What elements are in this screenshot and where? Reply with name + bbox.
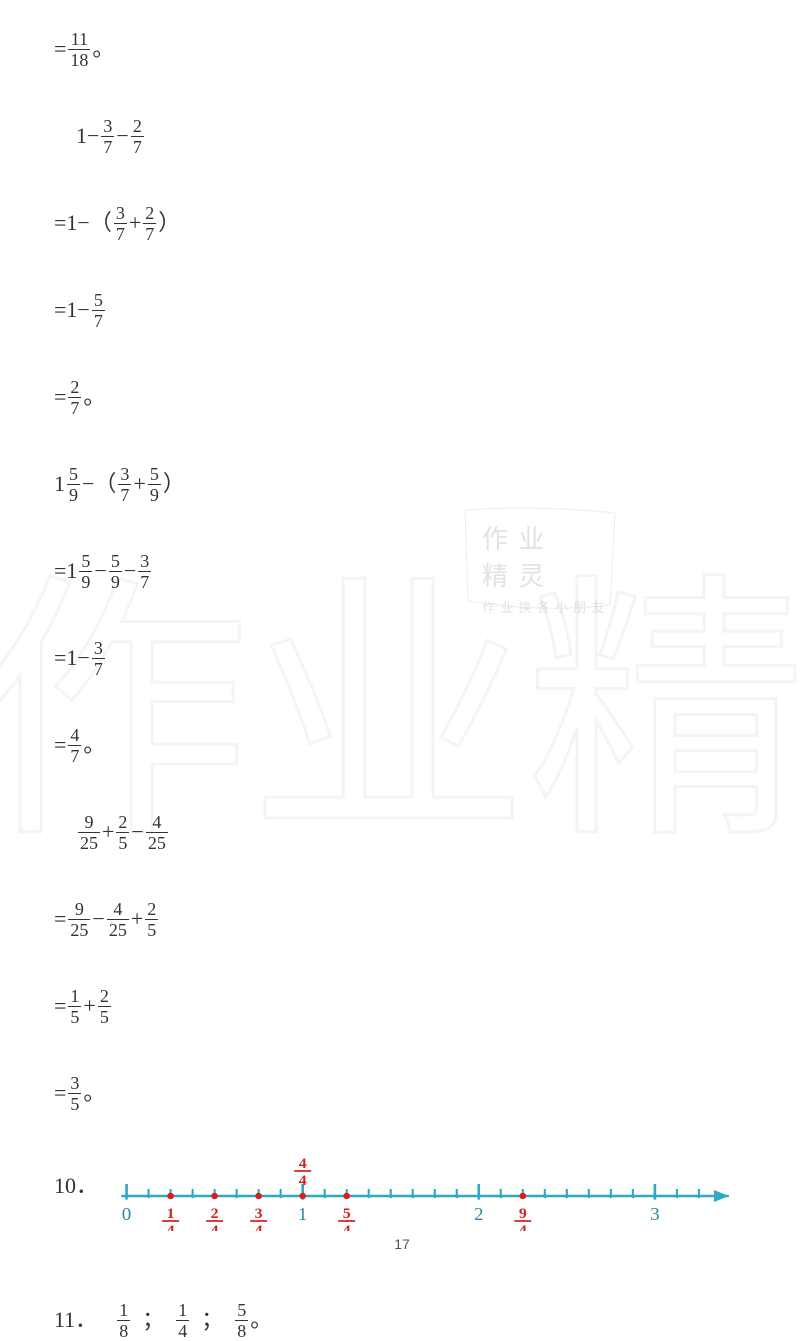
line-5: = 27 。 <box>54 378 750 417</box>
q11-number: 11． <box>54 1307 97 1333</box>
l6-a: −（ <box>82 471 116 497</box>
q11-row: 11． 18 ； 14 ； 58 。 <box>54 1301 750 1340</box>
frac-3-7e: 37 <box>92 639 105 678</box>
l11-a: − <box>92 906 104 932</box>
l4-pre: =1− <box>54 297 90 323</box>
l11-pre: = <box>54 906 66 932</box>
frac-3-7a: 37 <box>101 117 114 156</box>
line-8: =1− 37 <box>54 639 750 678</box>
frac-5-9b: 59 <box>148 465 161 504</box>
line-13: = 35 。 <box>54 1074 750 1113</box>
l2-mid: − <box>116 123 128 149</box>
number-line-svg: 0123142434445494 <box>116 1141 750 1231</box>
frac-3-7c: 37 <box>118 465 131 504</box>
l3-mid: + <box>129 210 141 236</box>
q10-row: 10． 0123142434445494 <box>54 1141 750 1231</box>
svg-text:1: 1 <box>298 1205 308 1224</box>
l1-eq: = <box>54 36 66 62</box>
line-2: 1− 37 − 27 <box>54 117 750 156</box>
frac-2-5b: 25 <box>145 900 158 939</box>
l13-pre: = <box>54 1080 66 1106</box>
l13-post: 。 <box>83 1080 105 1106</box>
l6-b: + <box>133 471 145 497</box>
line-4: =1− 57 <box>54 291 750 330</box>
l8-pre: =1− <box>54 645 90 671</box>
frac-4-25b: 425 <box>107 900 129 939</box>
line-12: = 15 + 25 <box>54 987 750 1026</box>
q11-end: 。 <box>250 1307 272 1333</box>
frac-4-25a: 425 <box>146 813 168 852</box>
line-7: =1 59 − 59 − 37 <box>54 552 750 591</box>
frac-3-7d: 37 <box>138 552 151 591</box>
frac-3-7b: 37 <box>114 204 127 243</box>
l11-b: + <box>131 906 143 932</box>
svg-text:4: 4 <box>299 1172 307 1189</box>
line-11: = 925 − 425 + 25 <box>54 900 750 939</box>
frac-11-18: 11 18 <box>68 30 90 69</box>
frac-11-18-num: 11 <box>68 30 90 50</box>
l7-a: − <box>94 558 106 584</box>
svg-text:3: 3 <box>255 1205 263 1222</box>
l3-post: ） <box>158 210 180 236</box>
frac-5-9a: 59 <box>67 465 80 504</box>
l12-a: + <box>83 993 95 1019</box>
svg-text:4: 4 <box>519 1222 527 1231</box>
line-6: 1 59 −（ 37 + 59 ） <box>54 465 750 504</box>
frac-3-5: 35 <box>68 1074 81 1113</box>
svg-text:2: 2 <box>474 1205 484 1224</box>
svg-text:0: 0 <box>122 1205 132 1224</box>
frac-5-9c: 59 <box>79 552 92 591</box>
frac-9-25a: 925 <box>78 813 100 852</box>
svg-text:4: 4 <box>299 1155 307 1172</box>
q10-number: 10． <box>54 1173 98 1199</box>
l9-pre: = <box>54 732 66 758</box>
svg-text:1: 1 <box>167 1205 175 1222</box>
l9-post: 。 <box>83 732 105 758</box>
q11-sep2: ； <box>201 1307 223 1333</box>
l7-pre: =1 <box>54 558 77 584</box>
frac-2-7a: 27 <box>131 117 144 156</box>
line-3: =1−（ 37 + 27 ） <box>54 204 750 243</box>
frac-2-5c: 25 <box>98 987 111 1026</box>
q11-sep1: ； <box>142 1307 164 1333</box>
frac-1-5: 15 <box>68 987 81 1026</box>
frac-5-7: 57 <box>92 291 105 330</box>
l5-pre: = <box>54 384 66 410</box>
svg-text:4: 4 <box>211 1222 219 1231</box>
svg-text:3: 3 <box>650 1205 660 1224</box>
line-9: = 47 。 <box>54 726 750 765</box>
svg-text:2: 2 <box>211 1205 219 1222</box>
q11-f2: 14 <box>176 1301 189 1340</box>
number-line-container: 0123142434445494 <box>116 1141 750 1231</box>
l6-pre: 1 <box>54 471 65 497</box>
frac-2-5a: 25 <box>116 813 129 852</box>
line-10: 925 + 25 − 425 <box>54 813 750 852</box>
frac-4-7: 47 <box>68 726 81 765</box>
frac-11-18-den: 18 <box>68 50 90 69</box>
l10-b: − <box>131 819 143 845</box>
frac-2-7c: 27 <box>68 378 81 417</box>
l5-post: 。 <box>83 384 105 410</box>
svg-text:9: 9 <box>519 1205 527 1222</box>
l1-end: 。 <box>92 36 114 62</box>
l6-c: ） <box>163 471 185 497</box>
frac-2-7b: 27 <box>143 204 156 243</box>
page-content: = 11 18 。 1− 37 − 27 =1−（ 37 + 27 ） =1− … <box>0 0 804 1340</box>
l2-pre: 1− <box>76 123 99 149</box>
l10-a: + <box>102 819 114 845</box>
svg-text:5: 5 <box>343 1205 351 1222</box>
frac-5-9d: 59 <box>109 552 122 591</box>
q11-f1: 18 <box>117 1301 130 1340</box>
q11-f3: 58 <box>235 1301 248 1340</box>
l7-b: − <box>124 558 136 584</box>
svg-text:4: 4 <box>343 1222 351 1231</box>
svg-text:4: 4 <box>167 1222 175 1231</box>
frac-9-25b: 925 <box>68 900 90 939</box>
svg-text:4: 4 <box>255 1222 263 1231</box>
l12-pre: = <box>54 993 66 1019</box>
line-1: = 11 18 。 <box>54 30 750 69</box>
l3-pre: =1−（ <box>54 210 112 236</box>
